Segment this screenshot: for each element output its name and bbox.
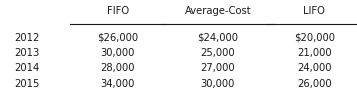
Text: Average-Cost: Average-Cost — [185, 6, 251, 16]
Text: FIFO: FIFO — [107, 6, 129, 16]
Text: 24,000: 24,000 — [297, 63, 331, 73]
Text: 26,000: 26,000 — [297, 79, 331, 89]
Text: 2014: 2014 — [14, 63, 40, 73]
Text: 30,000: 30,000 — [101, 48, 135, 58]
Text: 2015: 2015 — [14, 79, 40, 89]
Text: 34,000: 34,000 — [101, 79, 135, 89]
Text: 21,000: 21,000 — [297, 48, 331, 58]
Text: $20,000: $20,000 — [294, 33, 335, 43]
Text: 2012: 2012 — [14, 33, 40, 43]
Text: 27,000: 27,000 — [201, 63, 235, 73]
Text: 25,000: 25,000 — [201, 48, 235, 58]
Text: 28,000: 28,000 — [101, 63, 135, 73]
Text: 2013: 2013 — [14, 48, 40, 58]
Text: $24,000: $24,000 — [197, 33, 238, 43]
Text: LIFO: LIFO — [303, 6, 325, 16]
Text: 30,000: 30,000 — [201, 79, 235, 89]
Text: $26,000: $26,000 — [97, 33, 139, 43]
